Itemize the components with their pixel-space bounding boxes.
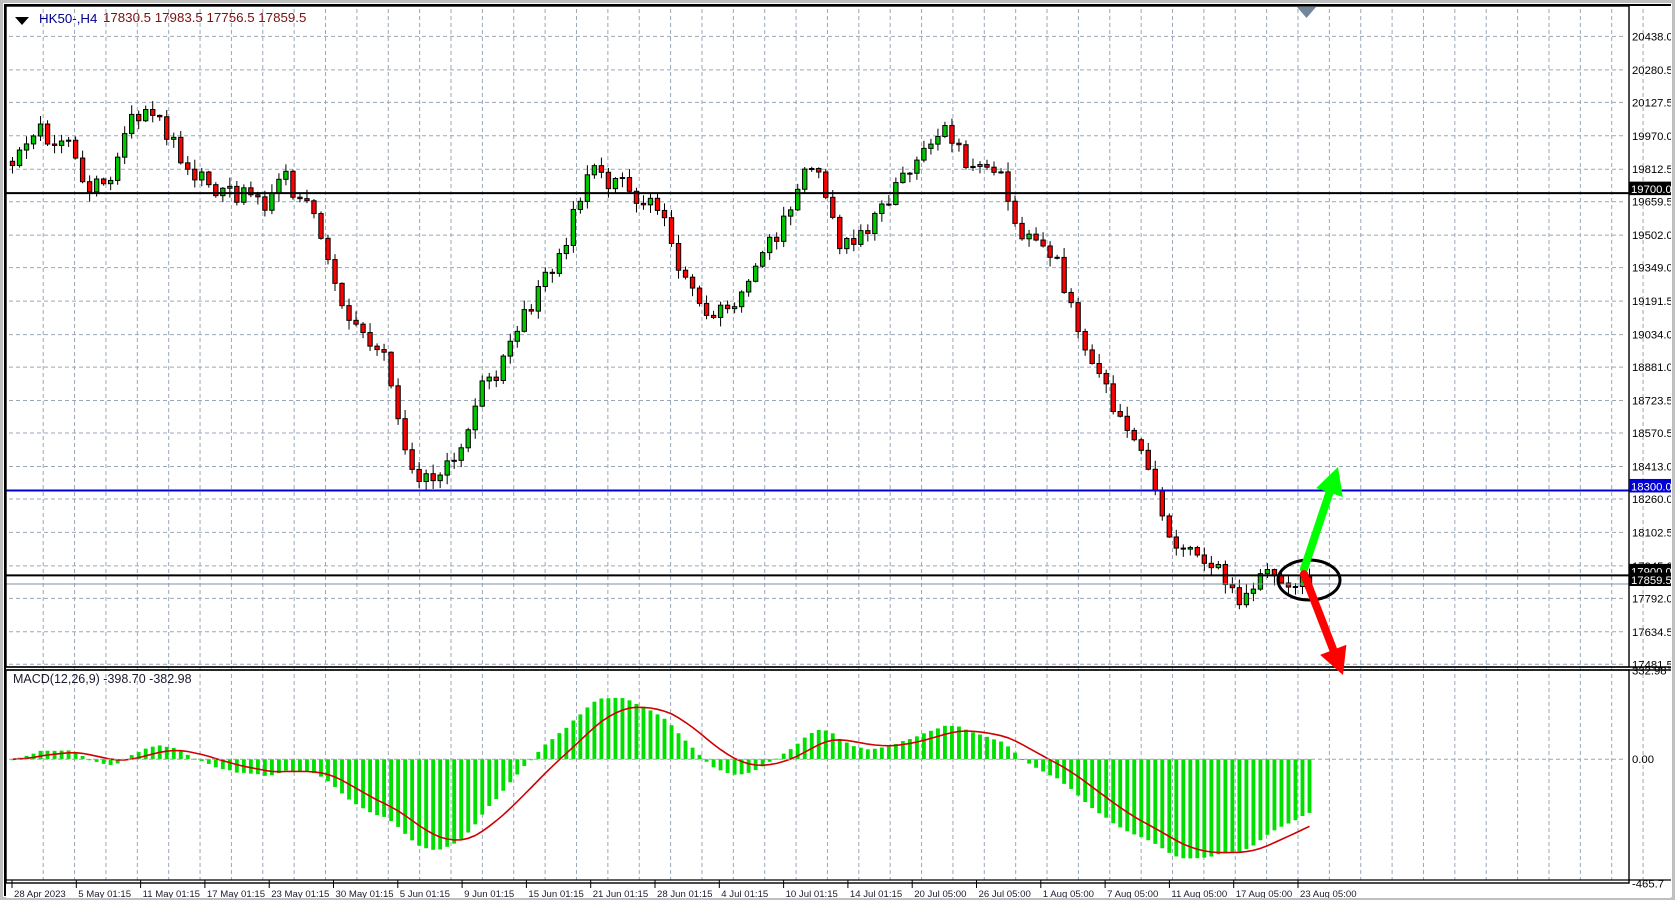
svg-text:18723.5: 18723.5 [1632,396,1671,408]
svg-text:14 Jul 01:15: 14 Jul 01:15 [850,889,902,898]
svg-text:5 May 01:15: 5 May 01:15 [78,889,131,898]
svg-text:17634.5: 17634.5 [1632,627,1671,639]
svg-text:10 Jul 01:15: 10 Jul 01:15 [786,889,838,898]
svg-text:18260.0: 18260.0 [1632,494,1671,506]
svg-text:19502.0: 19502.0 [1632,230,1671,242]
svg-text:23 May 01:15: 23 May 01:15 [271,889,329,898]
svg-text:17 Aug 05:00: 17 Aug 05:00 [1236,889,1293,898]
svg-text:4 Jul 01:15: 4 Jul 01:15 [721,889,768,898]
svg-text:20438.0: 20438.0 [1632,31,1671,43]
svg-text:18881.0: 18881.0 [1632,362,1671,374]
svg-text:11 Aug 05:00: 11 Aug 05:00 [1171,889,1227,898]
svg-text:332.98: 332.98 [1632,665,1667,677]
svg-text:23 Aug 05:00: 23 Aug 05:00 [1300,889,1357,898]
svg-text:17792.0: 17792.0 [1632,593,1671,605]
svg-text:19659.5: 19659.5 [1632,197,1671,209]
svg-text:30 May 01:15: 30 May 01:15 [336,889,394,898]
svg-text:19812.5: 19812.5 [1632,164,1671,176]
svg-text:15 Jun 01:15: 15 Jun 01:15 [528,889,583,898]
svg-text:20127.5: 20127.5 [1632,97,1671,109]
svg-text:19034.0: 19034.0 [1632,330,1671,342]
svg-text:28 Jun 01:15: 28 Jun 01:15 [657,889,712,898]
svg-text:7 Aug 05:00: 7 Aug 05:00 [1107,889,1158,898]
svg-text:20280.5: 20280.5 [1632,65,1671,77]
svg-text:19700.0: 19700.0 [1631,184,1671,196]
svg-text:20 Jul 05:00: 20 Jul 05:00 [914,889,966,898]
svg-text:1 Aug 05:00: 1 Aug 05:00 [1043,889,1094,898]
svg-text:17 May 01:15: 17 May 01:15 [207,889,265,898]
svg-text:0.00: 0.00 [1632,754,1654,766]
svg-text:17859.5: 17859.5 [1631,575,1671,587]
svg-text:17830.5 17983.5 17756.5 17859.: 17830.5 17983.5 17756.5 17859.5 [103,10,306,25]
svg-text:18102.5: 18102.5 [1632,527,1671,539]
svg-text:19349.0: 19349.0 [1632,263,1671,275]
svg-text:HK50-,H4: HK50-,H4 [39,11,97,26]
svg-text:9 Jun 01:15: 9 Jun 01:15 [464,889,514,898]
svg-text:MACD(12,26,9) -398.70 -382.98: MACD(12,26,9) -398.70 -382.98 [13,672,192,686]
svg-text:11 May 01:15: 11 May 01:15 [143,889,200,898]
svg-text:19191.5: 19191.5 [1632,296,1671,308]
svg-text:21 Jun 01:15: 21 Jun 01:15 [593,889,648,898]
svg-text:18300.0: 18300.0 [1631,481,1671,493]
svg-text:19970.0: 19970.0 [1632,131,1671,143]
svg-text:28 Apr 2023: 28 Apr 2023 [14,889,66,898]
svg-text:26 Jul 05:00: 26 Jul 05:00 [979,889,1031,898]
svg-text:5 Jun 01:15: 5 Jun 01:15 [400,889,450,898]
svg-text:18413.0: 18413.0 [1632,461,1671,473]
svg-text:18570.5: 18570.5 [1632,428,1671,440]
